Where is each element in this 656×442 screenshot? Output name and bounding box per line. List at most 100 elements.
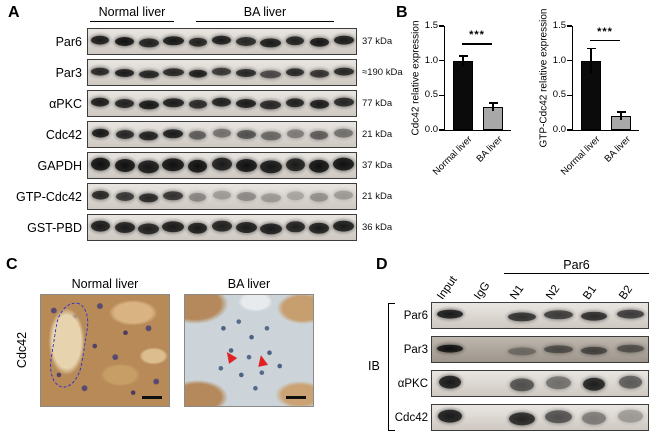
blot-lane: [307, 29, 331, 54]
blot-lane: [112, 215, 136, 240]
blot-lane: [161, 153, 185, 178]
blot-band: [163, 191, 184, 201]
panel-b-label: B: [396, 4, 408, 21]
significance-line: [462, 43, 492, 45]
blot-band: [510, 378, 534, 392]
blot-lane: [504, 405, 540, 430]
blot-lane: [234, 122, 258, 147]
blot-lane: [137, 215, 161, 240]
blot-row-ib-apkc: αPKC: [392, 370, 649, 397]
blot-lane: [504, 303, 540, 328]
blot-row-ib-par3: Par3: [392, 336, 649, 363]
blot-band: [286, 36, 305, 46]
blot-row-gtp-cdc42: GTP-Cdc42 21 kDa: [6, 183, 403, 210]
blot-lane: [210, 91, 234, 116]
blot-lane: [259, 153, 283, 178]
blot-lane: [137, 91, 161, 116]
blot-band: [188, 69, 207, 78]
blot-lane: [88, 29, 112, 54]
blot-band: [138, 69, 159, 78]
blot-lane: [332, 184, 356, 209]
blot-band: [90, 220, 110, 232]
blot-band: [91, 128, 109, 138]
blot-lane: [112, 122, 136, 147]
blot-band: [260, 193, 281, 203]
y-tick: [439, 129, 444, 131]
blot-lane: [210, 153, 234, 178]
blot-band: [236, 192, 256, 201]
blot-band: [286, 129, 304, 139]
blot-lane: [504, 337, 540, 362]
y-tick-label: 1.0: [424, 54, 438, 66]
blot-lane: [612, 371, 648, 396]
blot-lane: [540, 371, 576, 396]
blot-band: [91, 35, 110, 45]
blot-band: [212, 128, 231, 138]
blot-band: [115, 37, 135, 46]
blot-lane: [88, 122, 112, 147]
panel-d-label: D: [376, 256, 388, 273]
blot-strip: [431, 336, 649, 363]
blot-lane: [88, 153, 112, 178]
blot-lane: [504, 371, 540, 396]
blot-band: [309, 69, 329, 78]
protein-label: GTP-Cdc42: [16, 189, 82, 204]
blot-row-ib-par6: Par6: [392, 302, 649, 329]
x-tick-label: BA liver: [602, 134, 633, 165]
blot-band: [310, 192, 329, 202]
blot-band: [90, 157, 110, 171]
molecular-weight-label: 37 kDa: [362, 36, 393, 47]
blot-lane: [283, 153, 307, 178]
error-whisker: [462, 55, 464, 66]
blot-band: [438, 409, 462, 423]
y-tick: [439, 59, 444, 62]
blot-lane: [161, 29, 185, 54]
blot-lane: [307, 122, 331, 147]
ihc-image-ba-liver: [184, 294, 314, 407]
blot-lane: [468, 337, 504, 362]
protein-label: αPKC: [397, 377, 428, 390]
blot-lane: [259, 122, 283, 147]
c-row-label: Cdc42: [15, 331, 29, 369]
blot-band: [189, 192, 207, 202]
y-tick: [567, 25, 572, 27]
blot-band: [260, 69, 282, 78]
blot-band: [508, 312, 536, 322]
blot-lane: [283, 29, 307, 54]
lane-label-igg: IgG: [471, 279, 493, 302]
blot-lane: [332, 122, 356, 147]
blot-lane: [468, 371, 504, 396]
y-tick-label: 1.5: [552, 20, 566, 31]
blot-band: [212, 35, 232, 45]
bar-chart-gtp-cdc42: GTP-Cdc42 relative expression 0.0 0.5 1.0 1…: [536, 9, 656, 200]
error-cap: [458, 55, 468, 57]
panel-a-blot-grid: Par6 37 kDa Par3 ≈190 kDa αPKC 77 kDa Cd…: [6, 28, 403, 245]
blot-lane: [88, 184, 112, 209]
blot-lane: [332, 60, 356, 85]
blot-row-ib-cdc42: Cdc42: [392, 404, 649, 431]
blot-lane: [332, 215, 356, 240]
protein-label: Cdc42: [45, 127, 82, 142]
blot-band: [236, 68, 257, 77]
blot-band: [138, 223, 160, 235]
y-tick-label: 1.5: [424, 20, 438, 31]
blot-strip: [87, 214, 357, 241]
blot-lane: [468, 303, 504, 328]
blot-lane: [185, 153, 209, 178]
x-tick-label: Normal liver: [559, 134, 603, 178]
blot-lane: [307, 91, 331, 116]
error-cap: [586, 47, 596, 50]
blot-band: [437, 344, 463, 353]
error-cap: [488, 102, 498, 104]
blot-band: [115, 68, 135, 77]
lane-label-input: Input: [435, 274, 460, 302]
blot-band: [235, 222, 257, 233]
blot-band: [138, 100, 159, 110]
bar-normal-liver: [453, 60, 473, 130]
blot-lane: [234, 29, 258, 54]
blot-strip: [87, 152, 357, 179]
blot-strip: [87, 28, 357, 55]
blot-band: [583, 377, 605, 391]
panel-d-blot-grid: Par6 Par3 αPKC Cdc42: [392, 302, 649, 438]
blot-lane: [576, 303, 612, 328]
